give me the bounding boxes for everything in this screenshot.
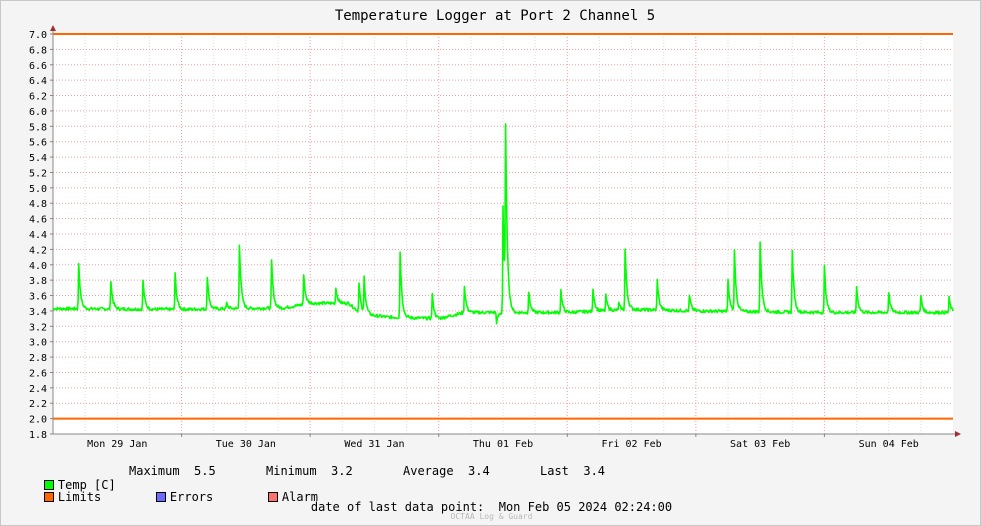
- x-axis: Mon 29 Jan Tue 30 Jan Wed 31 Jan Thu 01 Feb…: [53, 431, 961, 450]
- x-tick-label: Sun 04 Feb: [859, 439, 919, 450]
- legend-alarm-swatch: [267, 492, 278, 502]
- y-tick-label: 6.4: [29, 76, 47, 87]
- legend-errors-label: Errors: [169, 490, 214, 504]
- y-tick-label: 2.8: [29, 353, 47, 364]
- y-tick-label: 1.8: [29, 430, 47, 441]
- limit-lines: [53, 33, 953, 420]
- legend-row-1: Temp [C]: [15, 464, 116, 506]
- x-axis-arrow: [955, 431, 961, 437]
- y-tick-label: 6.2: [29, 92, 47, 103]
- last-data-point-value: Mon Feb 05 2024 02:24:00: [498, 500, 673, 514]
- x-tick-label: Tue 30 Jan: [216, 439, 276, 450]
- legend-limits-label: Limits: [57, 490, 102, 504]
- stat-maximum: Maximum 5.5: [129, 464, 216, 478]
- y-tick-label: 6.8: [29, 45, 47, 56]
- y-tick-label: 4.2: [29, 245, 47, 256]
- watermark: OCTAA Log & Guard: [1, 512, 981, 521]
- chart-title: Temperature Logger at Port 2 Channel 5: [335, 8, 655, 24]
- stat-average-value: 3.4: [468, 464, 490, 478]
- last-data-point: date of last data point: Mon Feb 05 2024…: [1, 500, 981, 514]
- series-group: [52, 123, 954, 325]
- stat-last-label: Last: [540, 464, 569, 478]
- y-tick-label: 3.8: [29, 276, 47, 287]
- stat-minimum-label: Minimum: [266, 464, 317, 478]
- y-tick-label: 2.2: [29, 399, 47, 410]
- y-axis-arrow: [50, 25, 56, 31]
- stat-maximum-value: 5.5: [194, 464, 216, 478]
- y-tick-label: 2.6: [29, 368, 47, 379]
- y-tick-label: 7.0: [29, 30, 47, 41]
- stat-average: Average 3.4: [403, 464, 490, 478]
- legend-temp-swatch: [43, 480, 54, 490]
- legend-errors: Errors: [127, 476, 213, 518]
- y-tick-label: 5.2: [29, 168, 47, 179]
- series-temp-line: [52, 123, 954, 325]
- x-tick-label: Wed 31 Jan: [344, 439, 404, 450]
- y-tick-label: 2.4: [29, 384, 47, 395]
- stat-average-label: Average: [403, 464, 454, 478]
- legend-alarm: Alarm: [239, 476, 318, 518]
- y-tick-label: 5.4: [29, 153, 47, 164]
- legend-errors-swatch: [155, 492, 166, 502]
- y-tick-label: 6.6: [29, 61, 47, 72]
- y-tick-label: 3.0: [29, 338, 47, 349]
- legend-limits: Limits: [15, 476, 101, 518]
- y-tick-label: 3.4: [29, 307, 47, 318]
- stat-minimum-value: 3.2: [331, 464, 353, 478]
- legend-limits-swatch: [43, 492, 54, 502]
- x-tick-label: Sat 03 Feb: [730, 439, 790, 450]
- y-tick-label: 3.2: [29, 322, 47, 333]
- x-tick-label: Mon 29 Jan: [87, 439, 147, 450]
- chart-svg: Temperature Logger at Port 2 Channel 5 1…: [29, 8, 961, 450]
- stat-last: Last 3.4: [540, 464, 605, 478]
- y-tick-label: 3.6: [29, 292, 47, 303]
- y-tick-label: 2.0: [29, 415, 47, 426]
- x-tick-label: Fri 02 Feb: [601, 439, 661, 450]
- stat-last-value: 3.4: [583, 464, 606, 478]
- y-tick-label: 5.8: [29, 122, 47, 133]
- y-tick-label: 4.6: [29, 215, 47, 226]
- y-axis: 1.8 2.0 2.2 2.4 2.6 2.8 3.0 3.2 3.4 3.6 3.8 4.0 4.2 4…: [29, 25, 56, 441]
- y-tick-label: 5.6: [29, 138, 47, 149]
- last-data-point-label: date of last data point:: [310, 500, 485, 514]
- y-tick-label: 4.8: [29, 199, 47, 210]
- y-tick-label: 5.0: [29, 184, 47, 195]
- stat-minimum: Minimum 3.2: [266, 464, 353, 478]
- y-tick-label: 6.0: [29, 107, 47, 118]
- y-tick-label: 4.0: [29, 261, 47, 272]
- x-tick-label: Thu 01 Feb: [473, 439, 533, 450]
- stat-maximum-label: Maximum: [129, 464, 180, 478]
- y-tick-label: 4.4: [29, 230, 47, 241]
- legend-temp-label: Temp [C]: [57, 478, 116, 492]
- watermark-text: OCTAA Log & Guard: [450, 512, 533, 521]
- legend-alarm-label: Alarm: [281, 490, 319, 504]
